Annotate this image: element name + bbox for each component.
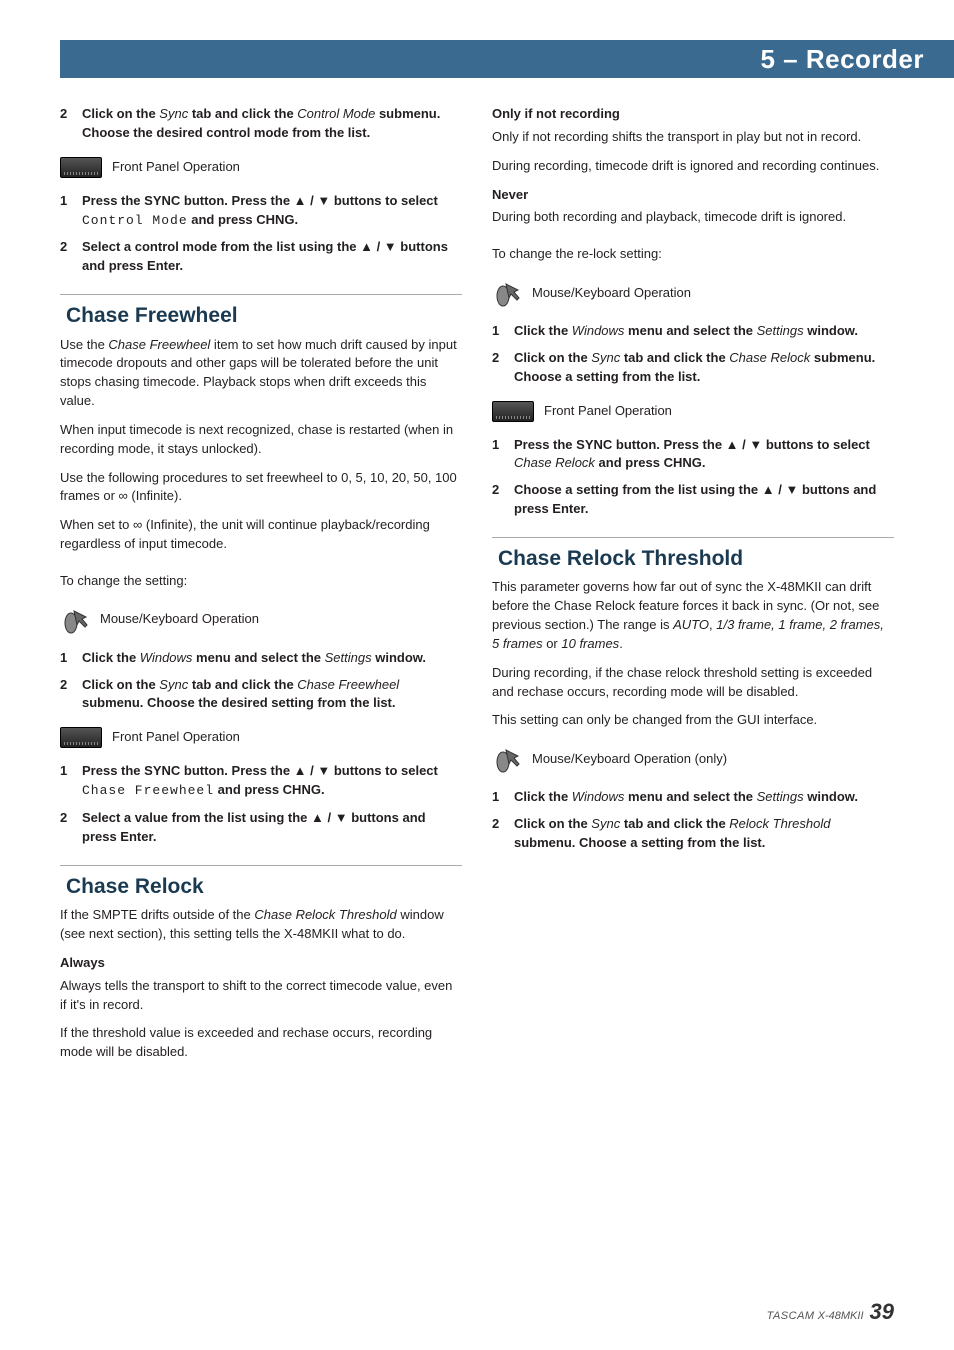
sub-heading-only: Only if not recording <box>492 105 894 124</box>
step-list: 1 Click the Windows menu and select the … <box>492 788 894 853</box>
op-label: Front Panel Operation <box>544 402 672 421</box>
step-number: 1 <box>492 788 514 807</box>
step-number: 1 <box>60 192 82 231</box>
step-number: 1 <box>492 436 514 474</box>
section-chase-relock-threshold: Chase Relock Threshold <box>492 537 894 574</box>
device-icon <box>60 727 102 748</box>
step-text: Click the Windows menu and select the Se… <box>82 649 462 668</box>
step-number: 2 <box>492 349 514 387</box>
step-list: 1 Click the Windows menu and select the … <box>60 649 462 714</box>
chapter-title: 5 – Recorder <box>760 44 924 75</box>
op-label: Front Panel Operation <box>112 158 240 177</box>
para: Only if not recording shifts the transpo… <box>492 128 894 147</box>
step-number: 2 <box>60 809 82 847</box>
mouse-op-row: Mouse/Keyboard Operation <box>60 605 462 635</box>
step-text: Click on the Sync tab and click the Relo… <box>514 815 894 853</box>
step-number: 1 <box>60 762 82 801</box>
mouse-icon <box>60 605 90 635</box>
step-item: 1 Press the SYNC button. Press the ▲ / ▼… <box>60 762 462 801</box>
step-number: 1 <box>60 649 82 668</box>
para: This parameter governs how far out of sy… <box>492 578 894 653</box>
step-list-top: 2 Click on the Sync tab and click the Co… <box>60 105 462 143</box>
op-label: Mouse/Keyboard Operation (only) <box>532 750 727 769</box>
op-label: Mouse/Keyboard Operation <box>532 284 691 303</box>
op-label: Front Panel Operation <box>112 728 240 747</box>
front-panel-op-row: Front Panel Operation <box>60 157 462 178</box>
mouse-icon <box>492 744 522 774</box>
step-item: 1 Click the Windows menu and select the … <box>492 322 894 341</box>
step-text: Click on the Sync tab and click the Chas… <box>82 676 462 714</box>
step-number: 2 <box>60 238 82 276</box>
header-band: 5 – Recorder <box>60 40 954 78</box>
para: During both recording and playback, time… <box>492 208 894 227</box>
step-list: 1 Press the SYNC button. Press the ▲ / ▼… <box>60 192 462 276</box>
step-number: 2 <box>492 481 514 519</box>
para: When input timecode is next recognized, … <box>60 421 462 459</box>
para: Use the following procedures to set free… <box>60 469 462 507</box>
para: To change the re-lock setting: <box>492 245 894 264</box>
step-list: 1 Click the Windows menu and select the … <box>492 322 894 387</box>
step-text: Click the Windows menu and select the Se… <box>514 322 894 341</box>
step-text: Click on the Sync tab and click the Cont… <box>82 105 462 143</box>
para: This setting can only be changed from th… <box>492 711 894 730</box>
step-item: 2 Click on the Sync tab and click the Re… <box>492 815 894 853</box>
step-text: Select a value from the list using the ▲… <box>82 809 462 847</box>
step-text: Click on the Sync tab and click the Chas… <box>514 349 894 387</box>
para: If the SMPTE drifts outside of the Chase… <box>60 906 462 944</box>
step-item: 2 Click on the Sync tab and click the Ch… <box>492 349 894 387</box>
step-item: 1 Press the SYNC button. Press the ▲ / ▼… <box>492 436 894 474</box>
mouse-op-row: Mouse/Keyboard Operation <box>492 278 894 308</box>
step-list: 1 Press the SYNC button. Press the ▲ / ▼… <box>60 762 462 846</box>
para: During recording, timecode drift is igno… <box>492 157 894 176</box>
footer: TASCAM X-48MKII 39 <box>767 1299 894 1325</box>
para: If the threshold value is exceeded and r… <box>60 1024 462 1062</box>
front-panel-op-row: Front Panel Operation <box>492 401 894 422</box>
step-text: Press the SYNC button. Press the ▲ / ▼ b… <box>82 762 462 801</box>
para: Use the Chase Freewheel item to set how … <box>60 336 462 411</box>
device-icon <box>60 157 102 178</box>
step-item: 1 Click the Windows menu and select the … <box>60 649 462 668</box>
step-text: Click the Windows menu and select the Se… <box>514 788 894 807</box>
para: Always tells the transport to shift to t… <box>60 977 462 1015</box>
front-panel-op-row: Front Panel Operation <box>60 727 462 748</box>
sub-heading-always: Always <box>60 954 462 973</box>
step-item: 2 Select a control mode from the list us… <box>60 238 462 276</box>
mouse-op-row: Mouse/Keyboard Operation (only) <box>492 744 894 774</box>
step-number: 2 <box>492 815 514 853</box>
sub-heading-never: Never <box>492 186 894 205</box>
step-number: 2 <box>60 676 82 714</box>
main-content: 2 Click on the Sync tab and click the Co… <box>60 105 894 1300</box>
step-item: 2 Click on the Sync tab and click the Co… <box>60 105 462 143</box>
para: To change the setting: <box>60 572 462 591</box>
section-chase-relock: Chase Relock <box>60 865 462 902</box>
device-icon <box>492 401 534 422</box>
step-list: 1 Press the SYNC button. Press the ▲ / ▼… <box>492 436 894 519</box>
op-label: Mouse/Keyboard Operation <box>100 610 259 629</box>
step-number: 1 <box>492 322 514 341</box>
page-number: 39 <box>870 1299 894 1325</box>
para: When set to ∞ (Infinite), the unit will … <box>60 516 462 554</box>
section-chase-freewheel: Chase Freewheel <box>60 294 462 331</box>
step-item: 1 Click the Windows menu and select the … <box>492 788 894 807</box>
step-text: Press the SYNC button. Press the ▲ / ▼ b… <box>82 192 462 231</box>
step-item: 2 Choose a setting from the list using t… <box>492 481 894 519</box>
step-text: Choose a setting from the list using the… <box>514 481 894 519</box>
step-item: 2 Select a value from the list using the… <box>60 809 462 847</box>
mouse-icon <box>492 278 522 308</box>
step-number: 2 <box>60 105 82 143</box>
step-item: 1 Press the SYNC button. Press the ▲ / ▼… <box>60 192 462 231</box>
step-text: Select a control mode from the list usin… <box>82 238 462 276</box>
para: During recording, if the chase relock th… <box>492 664 894 702</box>
step-item: 2 Click on the Sync tab and click the Ch… <box>60 676 462 714</box>
step-text: Press the SYNC button. Press the ▲ / ▼ b… <box>514 436 894 474</box>
footer-model: TASCAM X-48MKII <box>767 1310 864 1322</box>
